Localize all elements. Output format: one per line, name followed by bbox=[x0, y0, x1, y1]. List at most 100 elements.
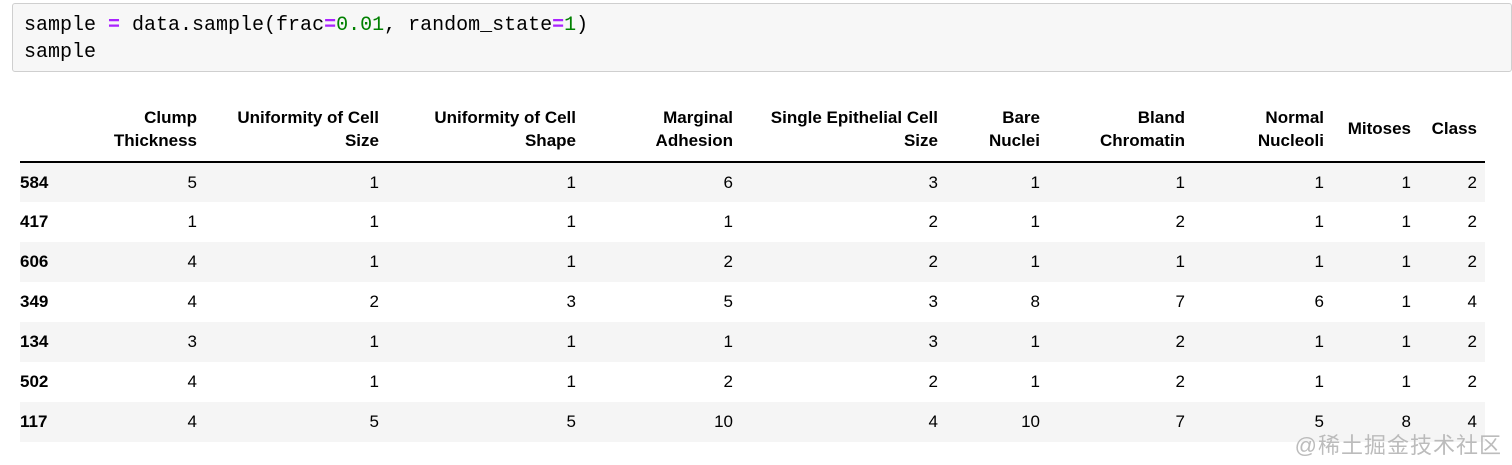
code-token-num: 0.01 bbox=[336, 14, 385, 37]
cell-value: 8 bbox=[1030, 292, 1040, 311]
cell-value: 1 bbox=[1030, 372, 1040, 391]
code-token-op: = bbox=[324, 14, 337, 37]
table-row: 606 4 1 1 2 2 1 1 1 1 2 bbox=[20, 242, 1485, 282]
cell-value: 1 bbox=[1030, 332, 1040, 351]
row-index: 117 bbox=[20, 412, 48, 431]
row-index: 584 bbox=[20, 172, 49, 192]
cell-value: 1 bbox=[1401, 172, 1411, 192]
cell-value: 8 bbox=[1401, 412, 1411, 431]
cell-value: 1 bbox=[1314, 212, 1324, 231]
code-line[interactable]: sample bbox=[24, 39, 1511, 66]
cell-value: 3 bbox=[928, 172, 938, 192]
cell-value: 1 bbox=[566, 172, 576, 192]
cell-value: 1 bbox=[1401, 292, 1411, 311]
cell-value: 4 bbox=[928, 412, 938, 431]
code-input-cell[interactable]: sample = data.sample(frac=0.01, random_s… bbox=[12, 3, 1512, 72]
code-token-plain: ) bbox=[576, 14, 589, 37]
cell-value: 4 bbox=[1467, 412, 1477, 431]
row-index: 606 bbox=[20, 252, 49, 271]
column-header: Single Epithelial Cell Size bbox=[741, 96, 946, 163]
cell-value: 10 bbox=[1021, 412, 1040, 431]
cell-value: 7 bbox=[1175, 292, 1185, 311]
cell-value: 4 bbox=[1467, 292, 1477, 311]
cell-value: 3 bbox=[928, 332, 938, 351]
cell-value: 2 bbox=[369, 292, 379, 311]
cell-value: 1 bbox=[369, 252, 379, 271]
code-token-plain: , random_state bbox=[384, 14, 553, 37]
column-header: Mitoses bbox=[1332, 96, 1419, 163]
cell-value: 2 bbox=[1175, 372, 1185, 391]
table-row: 134 3 1 1 1 3 1 2 1 1 2 bbox=[20, 322, 1485, 362]
column-header: Clump Thickness bbox=[60, 96, 205, 163]
cell-value: 1 bbox=[1314, 332, 1324, 351]
cell-value: 2 bbox=[1467, 372, 1477, 391]
cell-value: 2 bbox=[1467, 332, 1477, 351]
cell-value: 1 bbox=[369, 172, 379, 192]
cell-value: 4 bbox=[187, 252, 197, 271]
cell-value: 1 bbox=[566, 372, 576, 391]
cell-value: 2 bbox=[928, 372, 938, 391]
cell-value: 1 bbox=[1314, 372, 1324, 391]
dataframe-table: Clump Thickness Uniformity of Cell Size Unif… bbox=[20, 96, 1485, 442]
cell-value: 7 bbox=[1175, 412, 1185, 431]
cell-value: 6 bbox=[723, 172, 733, 192]
cell-value: 2 bbox=[723, 372, 733, 391]
cell-value: 2 bbox=[1175, 332, 1185, 351]
cell-value: 6 bbox=[1314, 292, 1324, 311]
code-token-plain: sample bbox=[24, 14, 109, 37]
row-index: 417 bbox=[20, 212, 49, 231]
column-header: Uniformity of Cell Size bbox=[205, 96, 387, 163]
cell-value: 2 bbox=[1467, 212, 1477, 231]
table-row: 349 4 2 3 5 3 8 7 6 1 4 bbox=[20, 282, 1485, 322]
cell-value: 1 bbox=[1401, 212, 1411, 231]
cell-value: 1 bbox=[1030, 252, 1040, 271]
cell-value: 10 bbox=[714, 412, 733, 431]
row-index: 502 bbox=[20, 372, 49, 391]
cell-value: 1 bbox=[1175, 172, 1185, 192]
cell-value: 1 bbox=[1314, 252, 1324, 271]
cell-value: 1 bbox=[1175, 252, 1185, 271]
cell-value: 5 bbox=[566, 412, 576, 431]
table-body: 584 5 1 1 6 3 1 1 1 1 2 417 1 1 1 1 2 1 2 1 1 2 606 4 1 1 2 2 1 1 1 1 2 3… bbox=[20, 162, 1485, 442]
code-token-num: 1 bbox=[564, 14, 577, 37]
cell-value: 2 bbox=[928, 252, 938, 271]
cell-value: 2 bbox=[1467, 172, 1477, 192]
cell-value: 1 bbox=[369, 212, 379, 231]
cell-value: 5 bbox=[187, 172, 197, 192]
cell-value: 1 bbox=[369, 332, 379, 351]
table-row: 584 5 1 1 6 3 1 1 1 1 2 bbox=[20, 162, 1485, 202]
cell-value: 1 bbox=[566, 252, 576, 271]
cell-value: 2 bbox=[723, 252, 733, 271]
column-header: Normal Nucleoli bbox=[1193, 96, 1332, 163]
cell-value: 5 bbox=[1314, 412, 1324, 431]
cell-value: 1 bbox=[1401, 332, 1411, 351]
cell-value: 1 bbox=[369, 372, 379, 391]
cell-value: 1 bbox=[1314, 172, 1324, 192]
header-row: Clump Thickness Uniformity of Cell Size Unif… bbox=[20, 96, 1485, 163]
cell-value: 1 bbox=[1401, 252, 1411, 271]
cell-value: 3 bbox=[187, 332, 197, 351]
column-header: Bland Chromatin bbox=[1048, 96, 1193, 163]
table-row: 417 1 1 1 1 2 1 2 1 1 2 bbox=[20, 202, 1485, 242]
cell-value: 1 bbox=[1030, 212, 1040, 231]
cell-value: 2 bbox=[1175, 212, 1185, 231]
cell-value: 4 bbox=[187, 292, 197, 311]
table-header: Clump Thickness Uniformity of Cell Size Unif… bbox=[20, 96, 1485, 163]
index-column-header bbox=[20, 96, 60, 163]
cell-value: 3 bbox=[566, 292, 576, 311]
cell-value: 1 bbox=[723, 332, 733, 351]
code-editor[interactable]: sample = data.sample(frac=0.01, random_s… bbox=[24, 12, 1511, 66]
cell-value: 5 bbox=[369, 412, 379, 431]
cell-value: 4 bbox=[187, 412, 197, 431]
column-header: Class bbox=[1419, 96, 1485, 163]
column-header: Bare Nuclei bbox=[946, 96, 1048, 163]
code-token-op: = bbox=[108, 14, 121, 37]
cell-value: 2 bbox=[1467, 252, 1477, 271]
cell-value: 1 bbox=[566, 332, 576, 351]
cell-value: 4 bbox=[187, 372, 197, 391]
cell-value: 1 bbox=[566, 212, 576, 231]
row-index: 349 bbox=[20, 292, 49, 311]
cell-value: 1 bbox=[187, 212, 197, 231]
code-line[interactable]: sample = data.sample(frac=0.01, random_s… bbox=[24, 12, 1511, 39]
column-header: Uniformity of Cell Shape bbox=[387, 96, 584, 163]
